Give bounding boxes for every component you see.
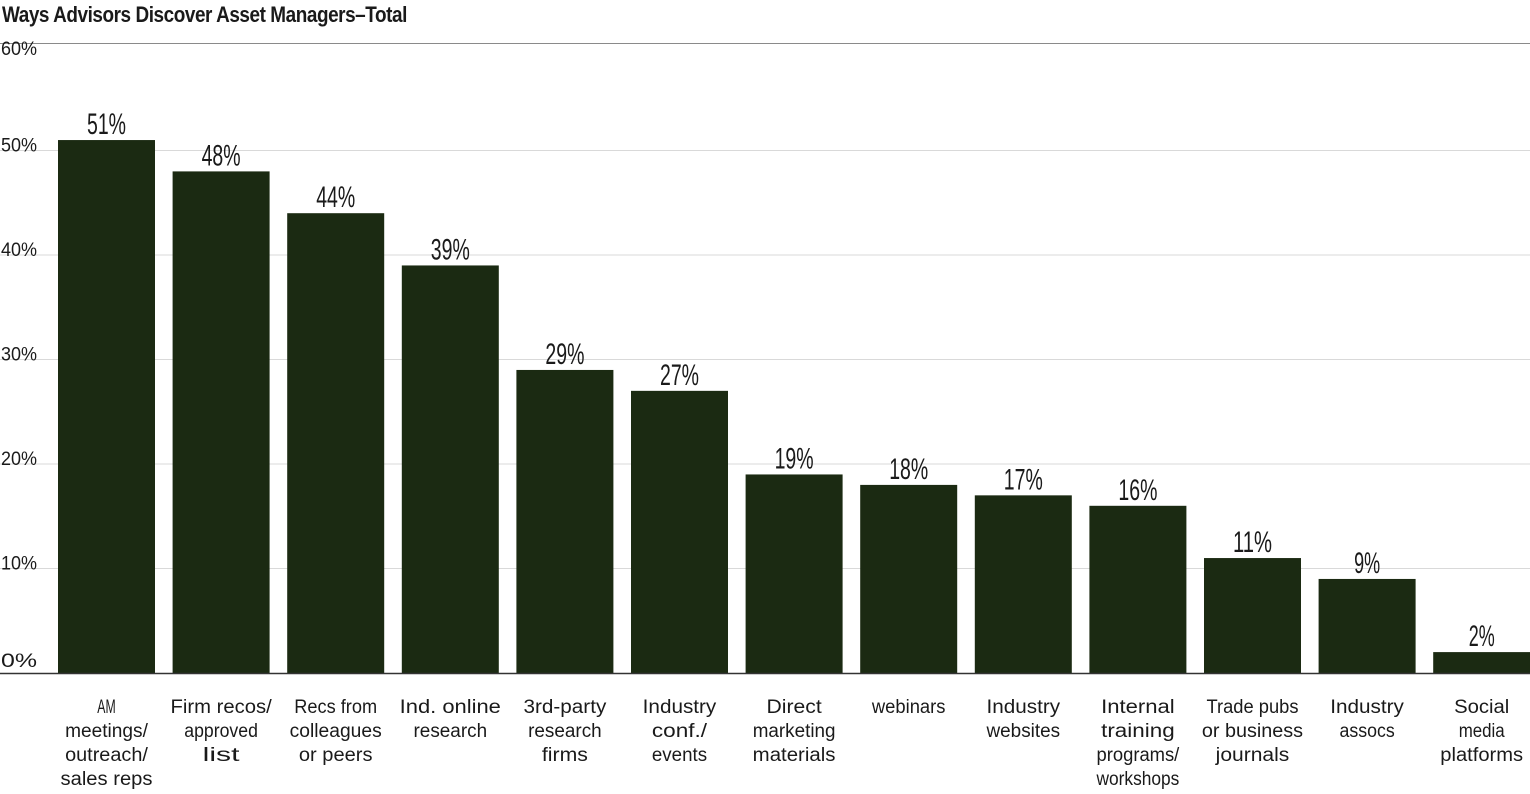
bar (1204, 558, 1301, 673)
x-tick-label: training (1101, 721, 1175, 742)
x-tick-label: research (414, 721, 488, 742)
x-tick-label: Internal (1101, 697, 1175, 718)
x-tick-label: or peers (299, 745, 373, 766)
bar (516, 369, 614, 673)
y-tick-label: 10% (1, 554, 37, 575)
data-label: 16% (1118, 474, 1157, 507)
data-label: 17% (1004, 463, 1043, 496)
y-tick-label: 0% (1, 651, 37, 672)
data-label: 19% (775, 442, 814, 475)
bar (1318, 578, 1416, 673)
y-tick-label: 20% (1, 449, 37, 470)
y-tick-label: 60% (1, 39, 37, 60)
x-tick-label: Firm recos/ (171, 697, 273, 718)
x-tick-label: events (652, 745, 707, 766)
x-tick-label: or business (1202, 721, 1303, 742)
data-label: 27% (660, 359, 699, 392)
bar (287, 213, 385, 673)
y-tick-label: 30% (1, 345, 37, 366)
x-tick-label: outreach/ (65, 745, 149, 766)
x-tick-label: programs/ (1097, 745, 1180, 766)
x-tick-label: meetings/ (65, 721, 149, 742)
bar (172, 171, 270, 673)
x-tick-label: research (528, 721, 602, 742)
x-tick-label: Ind. online (400, 697, 501, 718)
x-tick-label: marketing (753, 721, 836, 742)
data-label: 11% (1233, 526, 1272, 559)
x-tick-label: colleagues (290, 721, 382, 742)
x-tick-label: assocs (1340, 721, 1395, 742)
x-tick-label: list (203, 745, 241, 766)
bar (745, 474, 843, 673)
x-tick-label: firms (542, 745, 588, 766)
x-tick-label: workshops (1096, 769, 1180, 790)
bar (401, 265, 499, 673)
x-tick-label: Direct (767, 697, 823, 718)
x-tick-label: webinars (871, 697, 946, 718)
x-tick-label: conf./ (652, 721, 708, 742)
chart-title: Ways Advisors Discover Asset Managers–To… (2, 2, 407, 27)
data-label: 51% (87, 108, 126, 141)
x-tick-label: AM (97, 697, 115, 718)
x-tick-label: approved (184, 721, 258, 742)
bar (1089, 505, 1187, 673)
bar (1433, 652, 1530, 673)
x-tick-label: Trade pubs (1207, 697, 1299, 718)
y-tick-label: 40% (1, 240, 37, 261)
data-label: 29% (545, 338, 584, 371)
title-divider (0, 43, 1530, 44)
data-label: 18% (889, 453, 928, 486)
data-label: 2% (1469, 620, 1495, 653)
bar (58, 140, 155, 674)
x-tick-label: 3rd-party (524, 697, 607, 718)
x-tick-label: Industry (987, 697, 1061, 718)
bar (974, 495, 1072, 673)
x-tick-label: websites (986, 721, 1061, 742)
x-tick-label: Social (1454, 697, 1509, 718)
bar (631, 390, 728, 673)
x-tick-label: Recs from (294, 697, 377, 718)
x-tick-label: materials (753, 745, 836, 766)
data-label: 48% (202, 139, 241, 172)
data-label: 9% (1354, 547, 1380, 580)
y-tick-label: 50% (1, 136, 37, 157)
data-label: 39% (431, 233, 470, 266)
data-label: 44% (316, 181, 355, 214)
x-tick-label: journals (1215, 745, 1290, 766)
x-tick-label: platforms (1440, 745, 1523, 766)
x-tick-label: Industry (643, 697, 717, 718)
x-tick-label: sales reps (61, 769, 153, 790)
bar (860, 484, 958, 673)
x-tick-label: Industry (1330, 697, 1404, 718)
x-tick-label: media (1459, 721, 1505, 742)
